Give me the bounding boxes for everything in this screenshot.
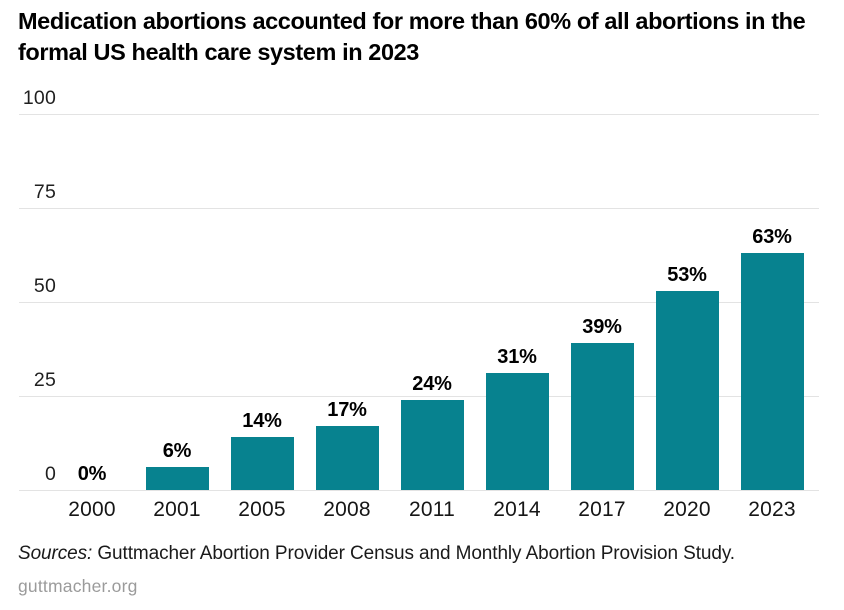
bar-value-label-2011: 24% bbox=[412, 372, 452, 395]
y-axis-tick-label-75: 75 bbox=[33, 181, 56, 203]
x-axis-tick-label-2008: 2008 bbox=[323, 498, 371, 521]
bar-value-label-2005: 14% bbox=[242, 410, 282, 433]
x-axis-tick-label-2020: 2020 bbox=[663, 498, 711, 521]
x-axis-tick-label-2014: 2014 bbox=[493, 498, 541, 521]
gridline-75 bbox=[19, 208, 819, 209]
bar-value-label-2017: 39% bbox=[582, 316, 622, 339]
x-axis-tick-label-2011: 2011 bbox=[409, 498, 455, 521]
bar-value-label-2020: 53% bbox=[667, 263, 707, 286]
x-axis-tick-label-2017: 2017 bbox=[578, 498, 626, 521]
bar-value-label-2000: 0% bbox=[77, 463, 107, 485]
sources-line: Sources: Guttmacher Abortion Provider Ce… bbox=[18, 543, 735, 565]
y-axis-tick-label-100: 100 bbox=[22, 87, 56, 109]
bar-value-label-2023: 63% bbox=[752, 226, 792, 249]
x-axis-tick-label-2005: 2005 bbox=[238, 498, 286, 521]
chart-title: Medication abortions accounted for more … bbox=[18, 8, 806, 65]
bar-2005 bbox=[230, 437, 294, 490]
bar-value-label-2014: 31% bbox=[497, 346, 537, 369]
x-axis-tick-label-2023: 2023 bbox=[748, 498, 796, 521]
gridline-25 bbox=[19, 396, 819, 397]
bar-2017 bbox=[570, 343, 634, 490]
sources-text: Guttmacher Abortion Provider Census and … bbox=[92, 543, 735, 564]
bar-2020 bbox=[655, 290, 719, 490]
bar-2023 bbox=[740, 253, 804, 490]
site-url: guttmacher.org bbox=[18, 576, 138, 596]
bar-value-label-2008: 17% bbox=[327, 399, 367, 422]
bar-2011 bbox=[400, 399, 464, 490]
sources-label: Sources: bbox=[18, 543, 93, 564]
x-axis-tick-label-2000: 2000 bbox=[68, 498, 116, 521]
y-axis-tick-label-0: 0 bbox=[44, 463, 56, 485]
bar-2008 bbox=[315, 426, 379, 490]
bar-2014 bbox=[485, 373, 549, 490]
bar-value-label-2001: 6% bbox=[162, 440, 192, 463]
x-axis-tick-label-2001: 2001 bbox=[153, 498, 201, 521]
gridline-50 bbox=[19, 302, 819, 303]
y-axis-tick-label-25: 25 bbox=[33, 369, 56, 391]
gridline-100 bbox=[19, 114, 819, 115]
y-axis-tick-label-50: 50 bbox=[33, 275, 56, 297]
bar-2001 bbox=[145, 467, 209, 490]
gridline-0 bbox=[19, 490, 819, 491]
